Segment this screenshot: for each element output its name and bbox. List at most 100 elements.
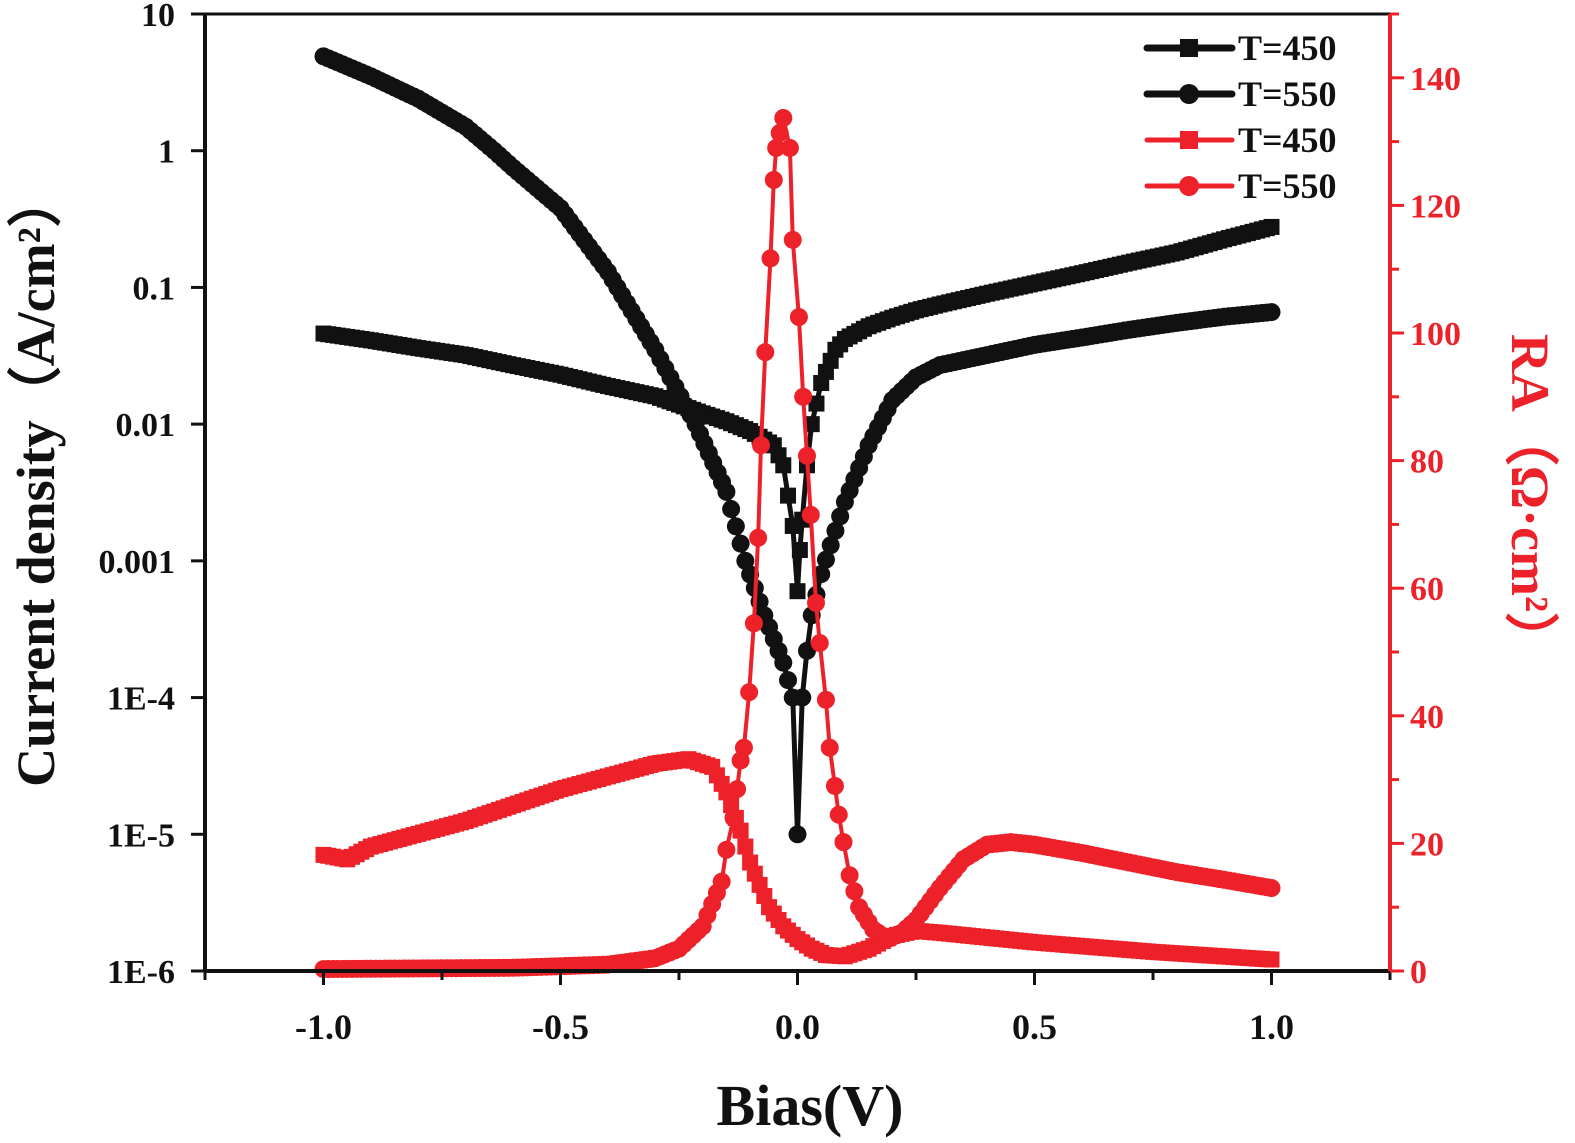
right-tick-label: 0 <box>1410 954 1427 991</box>
data-point-circle <box>780 138 799 157</box>
series-0-T=450 <box>315 218 1280 600</box>
right-axis-label: RA（Ω·cm²） <box>1500 334 1560 666</box>
data-point-circle <box>788 825 807 844</box>
data-point-square <box>803 416 820 433</box>
x-tick-label: 0.0 <box>775 1007 820 1047</box>
data-point-circle <box>731 534 750 553</box>
legend-item: T=450 <box>1143 28 1337 68</box>
data-point-circle <box>840 866 859 885</box>
data-point-circle <box>724 808 743 827</box>
data-point-circle <box>774 653 793 672</box>
right-tick-label: 120 <box>1410 188 1461 225</box>
series-line <box>322 54 1272 837</box>
data-point-circle <box>783 230 802 249</box>
data-point-circle <box>779 671 798 690</box>
data-point-circle <box>816 690 835 709</box>
x-tick-label: 1.0 <box>1249 1007 1294 1047</box>
series-3-T=550 <box>314 108 1281 979</box>
series-layer <box>314 47 1281 979</box>
right-tick-label: 80 <box>1410 444 1444 481</box>
data-point-circle <box>825 776 844 795</box>
data-point-circle <box>831 507 850 526</box>
data-point-square <box>732 822 749 839</box>
data-point-circle <box>816 550 835 569</box>
legend-label: T=550 <box>1238 166 1337 206</box>
x-tick-label: -1.0 <box>295 1007 352 1047</box>
left-tick-label: 0.1 <box>133 270 176 307</box>
data-point-square <box>808 395 825 412</box>
right-tick-label: 100 <box>1410 316 1461 353</box>
data-point-circle <box>806 593 825 612</box>
data-point-circle <box>736 551 755 570</box>
data-point-circle <box>774 108 793 127</box>
data-point-circle <box>717 482 736 501</box>
data-point-circle <box>728 780 747 799</box>
data-point-circle <box>744 614 763 633</box>
data-point-circle <box>821 536 840 555</box>
legend-circle-marker <box>1179 176 1199 196</box>
left-tick-label: 10 <box>141 0 175 34</box>
data-point-square <box>1263 951 1280 968</box>
data-point-square <box>1263 218 1280 235</box>
data-point-circle <box>764 170 783 189</box>
right-tick-label: 40 <box>1410 699 1444 736</box>
legend: T=450 T=550 T=450 T=550 <box>1143 28 1337 206</box>
right-tick-label: 20 <box>1410 826 1444 863</box>
right-tick-label: 60 <box>1410 571 1444 608</box>
data-point-circle <box>749 528 768 547</box>
data-point-circle <box>740 683 759 702</box>
legend-square-marker <box>1180 39 1198 57</box>
data-point-circle <box>717 840 736 859</box>
legend-circle-marker <box>1179 84 1199 104</box>
data-point-circle <box>810 634 829 653</box>
data-point-square <box>780 487 797 504</box>
legend-label: T=450 <box>1238 120 1337 160</box>
data-point-circle <box>734 738 753 757</box>
legend-square-marker <box>1180 131 1198 149</box>
data-point-circle <box>756 343 775 362</box>
legend-item: T=550 <box>1144 166 1337 206</box>
series-1-T=550 <box>314 47 1281 844</box>
data-point-square <box>737 838 754 855</box>
data-point-circle <box>789 308 808 327</box>
legend-label: T=550 <box>1238 74 1337 114</box>
left-tick-label: 1E-5 <box>107 817 175 854</box>
legend-item: T=550 <box>1143 74 1337 114</box>
left-tick-label: 1E-6 <box>107 954 175 991</box>
legend-item: T=450 <box>1144 120 1337 160</box>
data-point-square <box>775 457 792 474</box>
data-point-circle <box>793 688 812 707</box>
left-axis-label: Current density（A/cm²） <box>6 173 66 787</box>
data-point-circle <box>726 517 745 536</box>
data-point-circle <box>712 872 731 891</box>
legend-label: T=450 <box>1238 28 1337 68</box>
data-point-circle <box>767 138 786 157</box>
data-point-circle <box>812 565 831 584</box>
data-point-square <box>791 542 808 559</box>
x-axis-label: Bias(V) <box>717 1073 904 1138</box>
left-tick-label: 0.01 <box>116 407 176 444</box>
data-point-circle <box>801 505 820 524</box>
data-point-circle <box>770 123 789 142</box>
data-point-circle <box>820 738 839 757</box>
data-point-circle <box>834 833 853 852</box>
data-point-circle <box>1262 303 1281 322</box>
data-point-circle <box>845 882 864 901</box>
right-tick-label: 140 <box>1410 61 1461 98</box>
left-tick-label: 1 <box>158 134 175 171</box>
axes-layer: -1.0 -0.5 0.0 0.5 1.0 10 1 0.1 0.01 0.001 1E-4 1E-5… <box>99 0 1462 1047</box>
data-point-circle <box>829 805 848 824</box>
data-point-circle <box>722 500 741 519</box>
data-point-square <box>789 583 806 600</box>
left-tick-label: 0.001 <box>99 544 176 581</box>
data-point-circle <box>1262 879 1281 898</box>
x-tick-label: -0.5 <box>532 1007 589 1047</box>
data-point-circle <box>797 446 816 465</box>
data-point-circle <box>761 249 780 268</box>
data-point-circle <box>826 521 845 540</box>
data-point-circle <box>794 387 813 406</box>
x-tick-label: 0.5 <box>1012 1007 1057 1047</box>
left-tick-label: 1E-4 <box>107 681 175 718</box>
